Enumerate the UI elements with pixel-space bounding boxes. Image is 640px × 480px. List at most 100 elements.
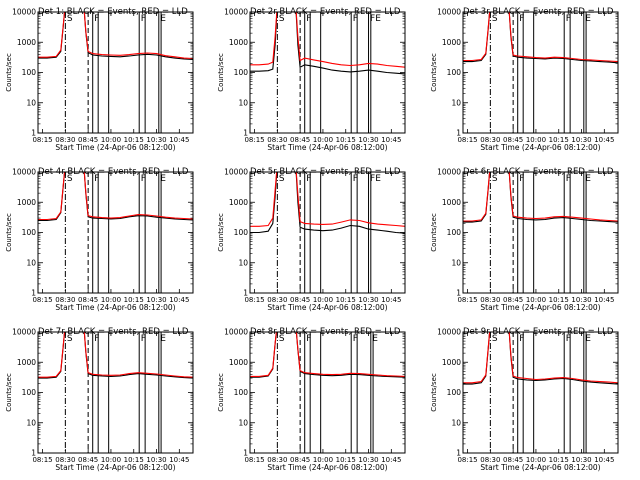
- x-tick-label: 10:15: [336, 136, 356, 144]
- y-tick-label: 100: [447, 68, 462, 77]
- x-tick-label: 08:30: [267, 456, 287, 464]
- event-marker-label: F: [519, 174, 524, 184]
- y-axis-label: Counts/sec: [430, 53, 438, 92]
- y-axis-label: Counts/sec: [217, 213, 225, 252]
- x-tick-label: 10:45: [169, 456, 189, 464]
- y-tick-label: 1: [456, 129, 461, 138]
- x-tick-label: 08:30: [480, 136, 500, 144]
- event-marker-label: F: [94, 14, 99, 24]
- x-tick-label: 10:30: [571, 136, 591, 144]
- event-marker-label: F: [353, 174, 358, 184]
- x-tick-label: 10:30: [146, 136, 166, 144]
- x-tick-label: 10:30: [571, 296, 591, 304]
- x-tick-label: 10:00: [101, 136, 121, 144]
- x-tick-label: 08:45: [78, 136, 98, 144]
- x-tick-label: 08:45: [290, 456, 310, 464]
- series-line-lld: [463, 12, 618, 63]
- event-marker-label: S: [279, 334, 285, 344]
- x-tick-label: 08:15: [457, 136, 477, 144]
- y-axis-label: Counts/sec: [5, 213, 13, 252]
- x-tick-label: 08:30: [55, 456, 75, 464]
- event-marker-label: F: [566, 14, 571, 24]
- event-marker-label: E: [160, 334, 166, 344]
- event-marker-label: S: [67, 174, 73, 184]
- event-marker-label: FE: [370, 14, 381, 24]
- x-tick-label: 10:00: [313, 296, 333, 304]
- y-tick-label: 1: [456, 289, 461, 298]
- x-tick-label: 10:45: [169, 136, 189, 144]
- x-tick-label: 08:15: [244, 136, 264, 144]
- y-tick-label: 100: [22, 388, 37, 397]
- x-tick-label: 10:15: [124, 456, 144, 464]
- y-tick-label: 1000: [229, 198, 248, 207]
- y-tick-label: 10000: [437, 168, 461, 177]
- x-tick-label: 10:00: [526, 136, 546, 144]
- y-tick-label: 1000: [17, 358, 36, 367]
- y-tick-label: 10000: [12, 328, 36, 337]
- y-tick-label: 1000: [442, 38, 461, 47]
- event-marker-label: E: [372, 334, 378, 344]
- series-line-lld: [250, 172, 405, 227]
- series-line-lld: [38, 172, 193, 221]
- x-tick-label: 08:30: [55, 296, 75, 304]
- y-tick-label: 1: [243, 129, 248, 138]
- y-tick-label: 100: [447, 228, 462, 237]
- event-marker-label: E: [160, 14, 166, 24]
- event-marker-label: F: [353, 14, 358, 24]
- event-marker-label: F: [306, 174, 311, 184]
- x-axis-label: Start Time (24-Apr-06 08:12:00): [480, 303, 600, 312]
- x-tick-label: 10:00: [101, 456, 121, 464]
- event-marker-label: S: [492, 174, 498, 184]
- y-tick-label: 100: [234, 228, 249, 237]
- y-tick-label: 1000: [229, 38, 248, 47]
- event-marker-label: S: [279, 14, 285, 24]
- event-marker-label: F: [94, 174, 99, 184]
- x-tick-label: 08:15: [457, 456, 477, 464]
- x-tick-label: 10:15: [549, 136, 569, 144]
- x-tick-label: 10:00: [313, 136, 333, 144]
- y-tick-label: 10000: [224, 168, 248, 177]
- x-tick-label: 08:30: [55, 136, 75, 144]
- event-marker-label: E: [160, 174, 166, 184]
- x-tick-label: 08:45: [78, 296, 98, 304]
- event-marker-label: S: [67, 14, 73, 24]
- y-axis-label: Counts/sec: [5, 373, 13, 412]
- y-tick-label: 1000: [17, 38, 36, 47]
- y-tick-label: 1: [243, 449, 248, 458]
- event-marker-label: E: [585, 174, 591, 184]
- y-tick-label: 10000: [12, 8, 36, 17]
- event-marker-label: S: [492, 14, 498, 24]
- x-tick-label: 10:00: [101, 296, 121, 304]
- x-tick-label: 10:45: [594, 296, 614, 304]
- event-marker-label: E: [585, 14, 591, 24]
- series-line-lld: [463, 172, 618, 222]
- event-marker-label: F: [519, 14, 524, 24]
- x-tick-label: 10:45: [169, 296, 189, 304]
- x-tick-label: 10:30: [358, 296, 378, 304]
- y-axis-label: Counts/sec: [5, 53, 13, 92]
- series-line-lld: [38, 12, 193, 60]
- event-marker-label: S: [67, 334, 73, 344]
- y-tick-label: 10: [451, 418, 461, 427]
- y-tick-label: 1: [31, 289, 36, 298]
- x-tick-label: 08:45: [503, 136, 523, 144]
- y-tick-label: 1: [456, 449, 461, 458]
- event-marker-label: E: [585, 334, 591, 344]
- y-tick-label: 1: [31, 449, 36, 458]
- x-axis-label: Start Time (24-Apr-06 08:12:00): [480, 463, 600, 472]
- series-line-lld: [38, 332, 193, 378]
- x-tick-label: 08:30: [480, 296, 500, 304]
- x-tick-label: 08:45: [290, 296, 310, 304]
- x-tick-label: 08:30: [267, 296, 287, 304]
- x-tick-label: 10:00: [313, 456, 333, 464]
- x-tick-label: 10:45: [381, 296, 401, 304]
